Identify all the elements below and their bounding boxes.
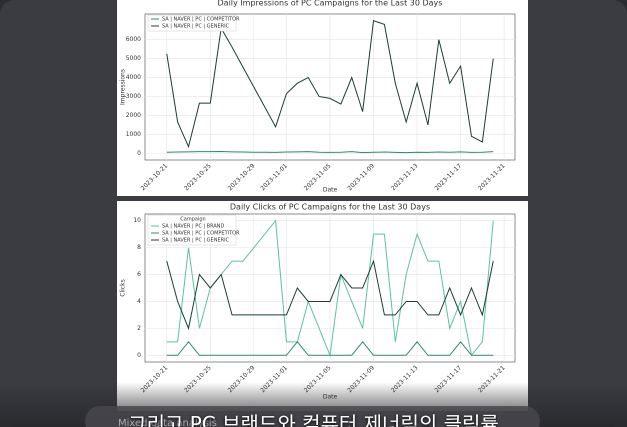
y-tick-label: 0 [137,150,141,157]
caption: 그리고 PC 브랜드와 컴퓨터 제너릭의 클릭률 [128,412,499,427]
legend-label: SA | NAVER | PC | BRAND [162,224,225,230]
y-tick-label: 4 [137,298,141,305]
legend-title: Campaign [180,217,205,223]
y-tick-label: 2 [137,325,141,332]
chart-image [117,0,528,196]
legend-label: SA | NAVER | PC | COMPETITOR [162,231,240,237]
y-tick-label: 0 [137,352,141,359]
y-tick-label: 3000 [126,93,141,100]
legend-box [147,14,237,32]
y-tick-label: 4000 [126,74,141,81]
hint: Mixed data analysis [118,418,217,427]
y-axis-label: Clicks [120,279,127,296]
message-input[interactable] [85,406,540,427]
data-line [166,150,494,154]
y-tick-label: 6 [137,271,141,278]
legend-label: SA | NAVER | PC | COMPETITOR [162,17,240,23]
legend-label: SA | NAVER | PC | GENERIC [162,24,230,30]
y-tick-label: 5000 [126,55,141,62]
y-tick-label: 2000 [126,112,141,119]
y-tick-label: 6000 [126,36,141,43]
legend-label: SA | NAVER | PC | GENERIC [162,238,230,244]
legend-box [147,214,237,246]
chart-title: Daily Impressions of PC Campaigns for th… [218,0,443,8]
data-line [166,259,494,331]
y-tick-label: 1000 [126,131,141,138]
x-axis-label: Date [323,187,338,194]
y-tick-label: 8 [137,244,141,251]
y-tick-label: 10 [133,217,141,224]
chart-title: Daily Clicks of PC Campaigns for the Las… [230,203,430,212]
data-line [166,341,494,356]
y-axis-label: Impressions [120,69,127,105]
